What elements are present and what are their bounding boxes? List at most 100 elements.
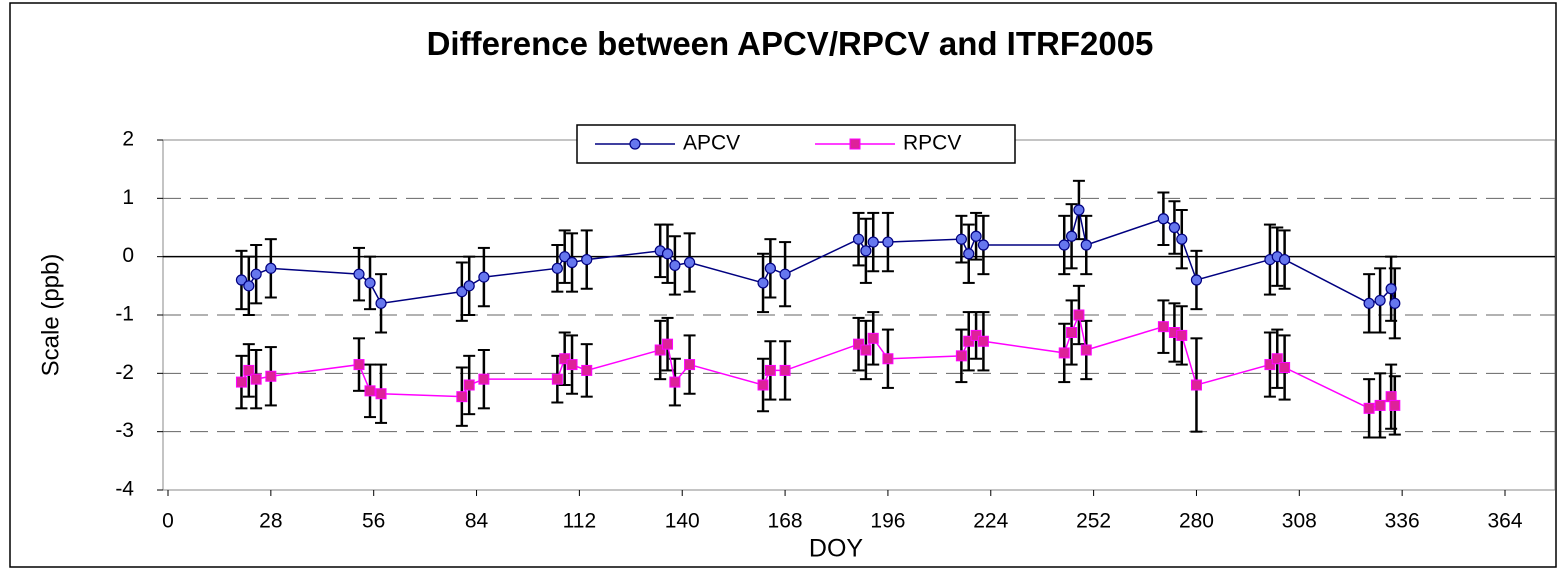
data-point [1363,297,1375,309]
data-point [1066,327,1078,338]
data-point [779,364,791,376]
legend-marker [629,138,641,150]
data-point [1389,297,1401,309]
data-point [463,280,475,292]
x-tick-label: 140 [665,510,700,533]
y-tick-label: -1 [115,303,134,326]
data-point [353,359,365,371]
data-point [1374,294,1386,307]
x-tick-label: 112 [563,510,596,533]
data-point [1073,204,1085,216]
data-point [551,373,563,385]
data-point [882,236,894,248]
data-point [1058,347,1070,359]
data-point [1279,362,1291,373]
data-point [375,297,387,309]
data-point [1264,359,1276,371]
x-tick-label: 56 [362,510,385,533]
data-point [551,262,563,274]
data-point [1363,402,1375,414]
x-tick-label: 252 [1076,510,1111,533]
legend: APCV RPCV [576,124,1016,164]
y-tick-label: -4 [115,478,134,501]
x-tick-label: 168 [768,510,803,533]
y-tick-label: 1 [122,186,134,209]
data-point [478,271,490,283]
x-tick-label: 364 [1487,510,1522,533]
data-point [235,274,248,286]
data-point [250,268,262,280]
data-point [779,268,791,280]
data-point [757,277,769,289]
data-point [1385,283,1397,295]
data-point [364,385,376,397]
data-point [963,335,975,347]
x-tick-label: 196 [870,510,905,533]
data-point [1374,399,1386,411]
data-point [559,251,571,263]
data-point [243,280,255,292]
x-tick-label: 28 [259,510,282,533]
series-line [240,312,1396,410]
data-point [867,332,879,344]
legend-label: APCV [683,132,740,155]
data-point [683,256,696,269]
data-point [757,379,769,391]
data-point [1157,321,1169,333]
data-point [977,335,989,347]
x-tick-label: 280 [1179,510,1214,533]
data-point [243,364,255,376]
data-point [265,370,277,382]
legend-marker [849,138,861,150]
data-point [867,236,879,248]
data-point [1176,233,1188,245]
legend-label: RPCV [903,132,961,155]
x-tick-label: 336 [1385,510,1420,533]
data-point [250,373,262,385]
data-point [478,373,490,385]
data-point [661,248,674,260]
data-point [853,338,865,350]
data-point [566,359,578,371]
data-point [456,286,468,298]
y-tick-label: 2 [122,128,134,151]
data-point [581,364,593,376]
data-point [977,239,990,251]
data-point [882,353,894,365]
y-tick-label: -2 [115,361,134,384]
data-point [1190,379,1202,391]
data-point [1279,253,1291,266]
x-tick-label: 224 [973,510,1008,533]
data-point [559,353,571,365]
data-point [456,391,468,403]
x-tick-label: 84 [465,510,489,533]
data-point [1176,329,1188,341]
x-tick-label: 308 [1282,510,1317,533]
data-point [265,262,277,274]
x-tick-label: 0 [162,510,174,533]
data-point [764,364,776,376]
data-point [970,329,982,341]
data-point [860,245,872,257]
data-point [1271,353,1283,365]
data-point [852,233,865,245]
data-point [654,344,666,356]
data-point [963,248,975,260]
data-point [1073,309,1085,321]
data-point [353,268,365,280]
data-point [364,277,376,289]
data-point [1389,399,1401,411]
data-point [581,253,593,266]
data-point [1190,274,1203,286]
chart-border [9,2,1557,568]
data-point [1058,239,1070,251]
data-point [1157,213,1170,225]
y-tick-label: -3 [115,419,134,442]
data-point [669,376,681,388]
data-point [764,262,776,274]
data-point [463,379,475,391]
data-point [955,233,967,245]
data-point [860,344,872,356]
